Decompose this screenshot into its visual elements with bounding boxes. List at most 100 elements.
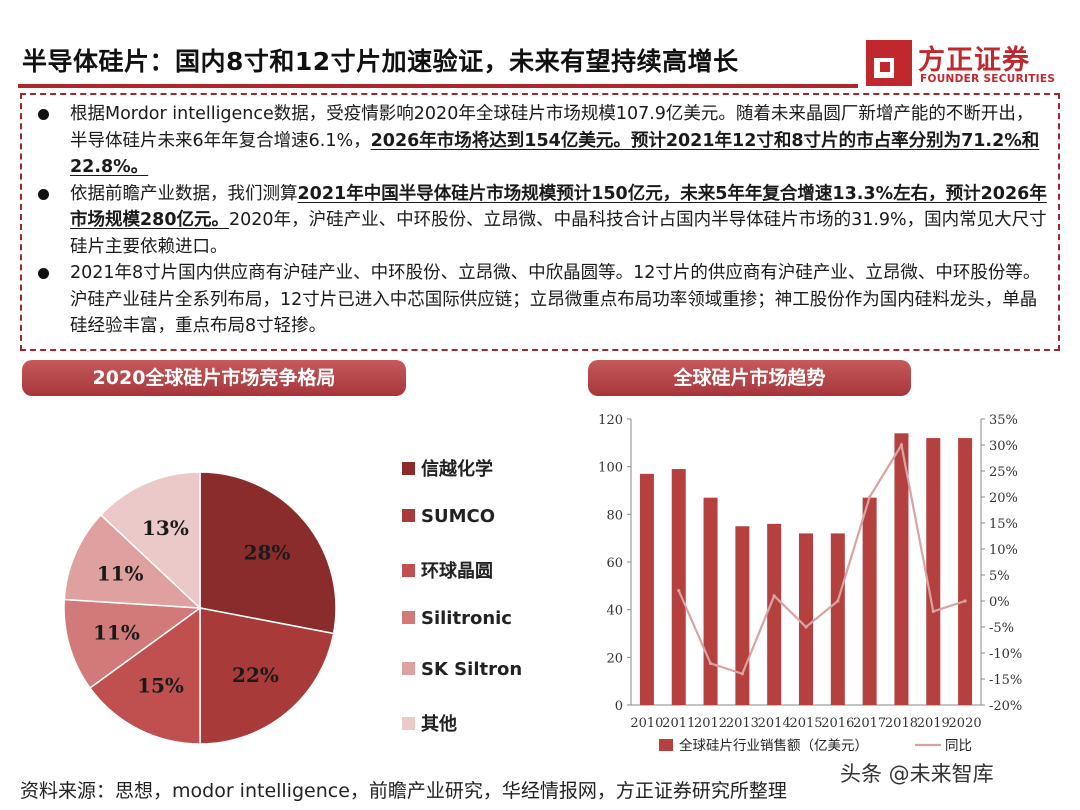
legend-swatch	[402, 611, 415, 624]
bar	[639, 473, 654, 705]
bullet-dot-icon	[38, 268, 49, 279]
summary-box: 根据Mordor intelligence数据，受疫情影响2020年全球硅片市场…	[20, 93, 1060, 351]
logo-text-cn: 方正证券	[918, 45, 1030, 76]
legend-item: 环球晶圆	[402, 557, 493, 582]
legend-swatch	[402, 509, 415, 522]
y2-tick-label: 5%	[989, 569, 1010, 584]
wafer-trend-chart: 0 20 40 60 80 100 120 -20% -15% -10% -5% 0% 5% 10% 15%…	[598, 413, 1022, 754]
pie-slice-label: 13%	[142, 516, 189, 540]
bar	[926, 438, 941, 705]
y-tick-label: 20	[606, 651, 623, 666]
y-tick-label: 120	[598, 413, 623, 428]
legend-swatch	[402, 662, 415, 675]
x-tick-label: 2015	[789, 716, 822, 731]
legend-item: 其他	[402, 710, 457, 735]
bar	[767, 523, 782, 705]
pie-slice-label: 22%	[232, 663, 279, 687]
legend-label: Silitronic	[421, 608, 512, 629]
market-share-pie-chart: 28% 22% 15% 11% 11% 13%	[63, 471, 337, 745]
yoy-point	[963, 599, 967, 603]
bar	[862, 497, 877, 705]
page-title: 半导体硅片：国内8寸和12寸片加速验证，未来有望持续高增长	[22, 47, 739, 76]
x-tick-label: 2016	[821, 716, 854, 731]
y-tick-label: 100	[598, 461, 623, 476]
legend-swatch	[402, 564, 415, 577]
x-tick-label: 2018	[885, 716, 918, 731]
yoy-point	[772, 594, 776, 598]
bullet-segment: 2020年，沪硅产业、中环股份、立昂微、中晶科技合计占国内半导体硅片市场的31.…	[70, 210, 1047, 257]
legend-label-bar: 全球硅片行业销售额（亿美元）	[679, 737, 868, 754]
bullet-item: 依据前瞻产业数据，我们测算2021年中国半导体硅片市场规模预计150亿元，未来5…	[32, 181, 1048, 261]
bar	[894, 433, 909, 705]
legend-label: 其他	[421, 714, 457, 735]
logo-text-en: FOUNDER SECURITIES	[920, 73, 1056, 85]
bar	[735, 526, 750, 705]
pie-slice-label: 15%	[137, 674, 184, 698]
legend-item: 信越化学	[402, 455, 493, 480]
bullet-item: 根据Mordor intelligence数据，受疫情影响2020年全球硅片市场…	[32, 101, 1048, 181]
y2-tick-label: 15%	[989, 517, 1018, 532]
y2-tick-label: -10%	[989, 647, 1022, 662]
bullet-segment: 2021年8寸片国内供应商有沪硅产业、中环股份、立昂微、中欣晶圆等。12寸片的供…	[70, 263, 1041, 336]
legend-label: 信越化学	[421, 459, 493, 480]
legend-label-line: 同比	[945, 738, 972, 754]
founder-logo-icon	[866, 40, 912, 86]
y2-tick-label: 30%	[989, 439, 1018, 454]
x-tick-label: 2017	[853, 716, 886, 731]
bar	[799, 533, 813, 705]
yoy-point	[868, 495, 872, 499]
bar	[671, 469, 686, 705]
x-tick-label: 2014	[758, 716, 791, 731]
yoy-point	[836, 599, 840, 603]
bullet-dot-icon	[38, 188, 49, 200]
pie-slice	[199, 607, 335, 745]
bullet-text: 依据前瞻产业数据，我们测算2021年中国半导体硅片市场规模预计150亿元，未来5…	[70, 184, 1047, 257]
pie-slice-label: 11%	[93, 620, 140, 644]
bullet-dot-icon	[38, 109, 49, 120]
yoy-point	[804, 625, 808, 629]
x-tick-label: 2020	[949, 716, 982, 731]
bar	[703, 497, 718, 705]
watermark: 头条 @未来智库	[840, 762, 994, 786]
bar	[830, 533, 845, 705]
bullet-item: 2021年8寸片国内供应商有沪硅产业、中环股份、立昂微、中欣晶圆等。12寸片的供…	[32, 260, 1048, 340]
legend-swatch	[402, 462, 415, 475]
trend-section-header: 全球硅片市场趋势	[588, 360, 911, 396]
legend-label: SK Siltron	[421, 659, 523, 680]
legend-label: 环球晶圆	[421, 561, 493, 582]
pie-slice-label: 11%	[97, 561, 144, 585]
y2-tick-label: -5%	[989, 621, 1014, 636]
legend-swatch	[402, 717, 415, 730]
bar	[958, 438, 973, 705]
bullet-text: 根据Mordor intelligence数据，受疫情影响2020年全球硅片市场…	[70, 104, 1039, 177]
yoy-point	[740, 672, 744, 676]
yoy-point	[931, 609, 935, 613]
y2-tick-label: -20%	[989, 699, 1022, 714]
yoy-point	[677, 589, 681, 593]
x-tick-label: 2019	[917, 716, 950, 731]
x-tick-label: 2011	[662, 716, 695, 731]
legend-item: Silitronic	[402, 608, 512, 632]
y-tick-label: 0	[615, 699, 623, 714]
yoy-point	[708, 661, 713, 665]
legend-item: SK Siltron	[402, 659, 522, 683]
legend-label: SUMCO	[421, 506, 496, 527]
x-tick-label: 2012	[694, 716, 727, 731]
bullet-text: 2021年8寸片国内供应商有沪硅产业、中环股份、立昂微、中欣晶圆等。12寸片的供…	[70, 263, 1040, 336]
y2-tick-label: 25%	[989, 465, 1018, 480]
pie-section-header: 2020全球硅片市场竞争格局	[22, 360, 406, 396]
bullet-highlight: 2021年中国半导体硅片市场规模预计150亿元，未来5年年复合增速13.3%左右…	[70, 183, 1047, 231]
y2-tick-label: 20%	[989, 491, 1018, 506]
y-tick-label: 80	[606, 508, 623, 523]
source-note: 资料来源：思想，modor intelligence，前瞻产业研究，华经情报网，…	[20, 780, 787, 802]
title-underline	[18, 84, 858, 88]
x-tick-label: 2010	[630, 716, 663, 731]
y2-tick-label: -15%	[989, 673, 1022, 688]
y-tick-label: 40	[606, 604, 623, 619]
pie-slice	[88, 606, 201, 745]
pie-slice	[63, 513, 203, 609]
bullet-segment: 根据Mordor intelligence数据，受疫情影响2020年全球硅片市场…	[70, 104, 1034, 151]
y2-tick-label: 0%	[989, 595, 1010, 610]
x-tick-label: 2013	[726, 716, 759, 731]
legend-item: SUMCO	[402, 506, 495, 530]
